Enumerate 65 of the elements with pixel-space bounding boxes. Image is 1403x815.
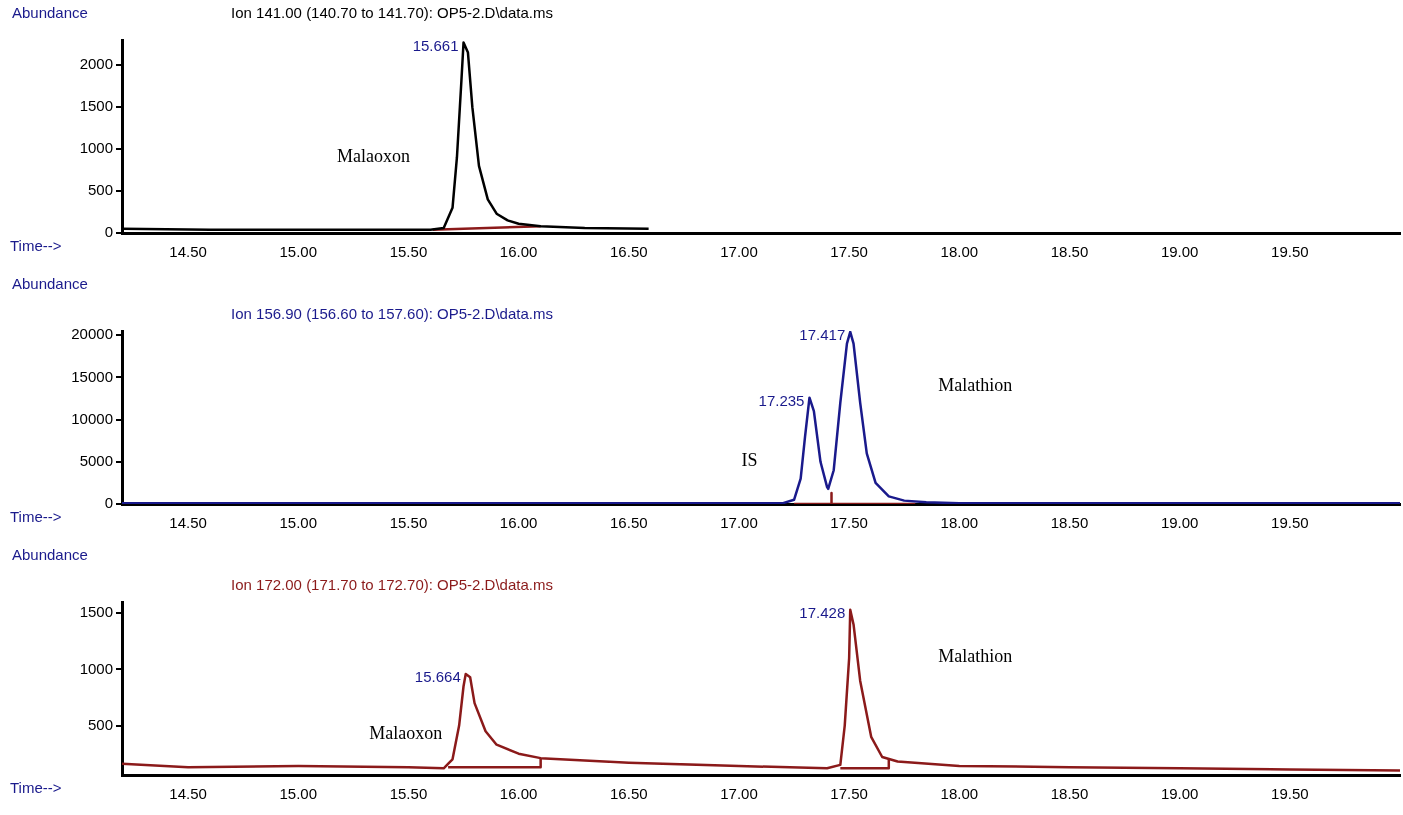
x-tick-label: 17.50 (830, 514, 868, 532)
x-tick-label: 15.00 (279, 243, 318, 261)
x-tick-label: 15.50 (389, 243, 428, 261)
x-tick-label: 18.50 (1050, 514, 1089, 532)
x-tick-label: 18.50 (1050, 243, 1089, 261)
chart-title: Ion 156.90 (156.60 to 157.60): OP5-2.D\data.ms (231, 305, 553, 323)
x-tick-label: 16.00 (499, 514, 538, 532)
y-tick-label: 2000 (79, 55, 113, 73)
x-axis-title: Time--> (10, 237, 62, 255)
x-tick-label: 14.50 (169, 243, 207, 261)
y-tick-label: 0 (104, 494, 113, 512)
x-tick-label: 17.50 (830, 243, 868, 261)
x-tick-label: 19.00 (1160, 243, 1199, 261)
y-axis-title: Abundance (12, 546, 88, 564)
x-tick-label: 19.50 (1271, 514, 1309, 532)
y-tick-label: 0 (104, 223, 113, 241)
x-tick-label: 19.50 (1271, 243, 1309, 261)
annotation: IS (741, 450, 758, 471)
x-tick-label: 19.00 (1160, 514, 1199, 532)
chart-title: Ion 172.00 (171.70 to 172.70): OP5-2.D\data.ms (231, 576, 553, 594)
chart-title: Ion 141.00 (140.70 to 141.70): OP5-2.D\data.ms (231, 4, 553, 22)
x-tick-label: 16.00 (499, 785, 538, 803)
x-tick-label: 16.50 (610, 243, 648, 261)
annotation: Malathion (938, 375, 1013, 396)
y-axis-title: Abundance (12, 4, 88, 22)
x-tick-label: 15.50 (389, 514, 428, 532)
x-tick-label: 18.00 (940, 785, 979, 803)
x-tick-label: 15.00 (279, 785, 318, 803)
y-tick-label: 1000 (79, 659, 113, 677)
y-tick-label: 1500 (79, 603, 113, 621)
annotation: Malaoxon (369, 723, 443, 744)
annotation: 15.664 (414, 668, 461, 686)
x-axis-title: Time--> (10, 779, 62, 797)
x-tick-label: 14.50 (169, 785, 207, 803)
y-tick-label: 20000 (71, 325, 113, 343)
x-tick-label: 17.00 (720, 514, 758, 532)
y-tick-label: 500 (87, 181, 113, 199)
annotation: 17.417 (799, 325, 846, 343)
x-tick-label: 16.50 (610, 514, 648, 532)
x-axis-title: Time--> (10, 508, 62, 526)
x-tick-label: 19.00 (1160, 785, 1199, 803)
x-tick-label: 16.50 (610, 785, 648, 803)
y-tick-label: 5000 (79, 451, 113, 469)
y-tick-label: 10000 (71, 409, 113, 427)
y-tick-label: 500 (87, 715, 113, 733)
y-axis-title: Abundance (12, 275, 88, 293)
x-tick-label: 18.50 (1050, 785, 1089, 803)
annotation: 17.235 (758, 391, 805, 409)
y-tick-label: 15000 (71, 367, 113, 385)
x-tick-label: 18.00 (940, 514, 979, 532)
annotation: Malathion (938, 646, 1013, 667)
y-tick-label: 1500 (79, 97, 113, 115)
x-tick-label: 17.00 (720, 785, 758, 803)
y-tick-label: 1000 (79, 139, 113, 157)
annotation: 17.428 (799, 604, 846, 621)
x-tick-label: 17.00 (720, 243, 758, 261)
x-tick-label: 17.50 (830, 785, 868, 803)
x-tick-label: 18.00 (940, 243, 979, 261)
x-tick-label: 15.50 (389, 785, 428, 803)
x-tick-label: 16.00 (499, 243, 538, 261)
x-tick-label: 14.50 (169, 514, 207, 532)
annotation: Malaoxon (337, 145, 411, 166)
x-tick-label: 19.50 (1271, 785, 1309, 803)
x-tick-label: 15.00 (279, 514, 318, 532)
annotation: 15.661 (412, 36, 459, 54)
